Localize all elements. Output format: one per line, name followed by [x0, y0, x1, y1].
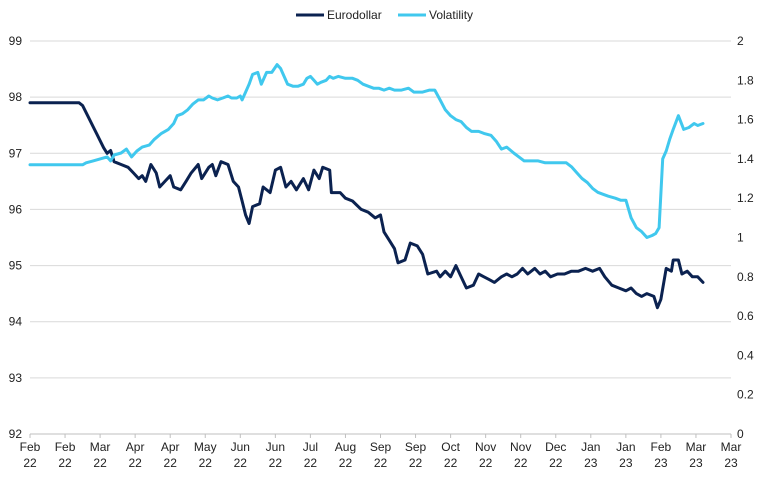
- gridlines: [30, 40, 731, 435]
- x-tick-label-month: Dec: [545, 440, 566, 454]
- y-right-tick-label: 0: [737, 427, 744, 441]
- x-tick-label-year: 22: [234, 456, 248, 470]
- series-line-eurodollar: [28, 101, 705, 310]
- x-tick-label-month: Aug: [335, 440, 356, 454]
- series-line-volatility: [28, 63, 705, 239]
- x-tick-label-year: 22: [514, 456, 528, 470]
- y-right-tick-label: 1: [737, 231, 744, 245]
- legend: Eurodollar Volatility: [296, 8, 473, 22]
- y-right-tick-label: 2: [737, 34, 744, 48]
- x-tick-label-year: 22: [164, 456, 178, 470]
- x-tick-label-year: 22: [199, 456, 213, 470]
- x-tick-label-year: 22: [58, 456, 72, 470]
- x-tick-label-month: Feb: [20, 440, 41, 454]
- x-tick-label-year: 22: [269, 456, 283, 470]
- x-tick-label-year: 23: [689, 456, 703, 470]
- y-right-tick-label: 0.8: [737, 270, 754, 284]
- x-tick-label-year: 23: [584, 456, 598, 470]
- x-tick-label-year: 23: [654, 456, 668, 470]
- x-tick-label-year: 23: [619, 456, 633, 470]
- x-tick-label-year: 22: [409, 456, 423, 470]
- y-right-tick-label: 0.2: [737, 388, 754, 402]
- x-tick-label-year: 22: [374, 456, 388, 470]
- y-right-tick-label: 1.2: [737, 191, 754, 205]
- x-tick-label-month: Sep: [405, 440, 427, 454]
- x-tick-label-month: Feb: [651, 440, 672, 454]
- x-tick-label-year: 22: [444, 456, 458, 470]
- x-tick-label-month: Oct: [441, 440, 460, 454]
- y-left-tick-label: 98: [9, 90, 23, 104]
- legend-label-eurodollar: Eurodollar: [327, 8, 382, 22]
- x-tick-label-month: Jun: [231, 440, 250, 454]
- y-right-tick-label: 1.8: [737, 73, 754, 87]
- x-tick-label-month: Nov: [475, 440, 496, 454]
- x-tick-label-month: Apr: [126, 440, 145, 454]
- y-left-tick-label: 97: [9, 146, 23, 160]
- y-left-tick-label: 96: [9, 202, 23, 216]
- x-tick-label-year: 22: [339, 456, 353, 470]
- x-tick-label-month: Sep: [370, 440, 392, 454]
- x-tick-label-month: Nov: [510, 440, 531, 454]
- x-tick-label-month: Mar: [721, 440, 742, 454]
- x-tick-label-month: Jun: [266, 440, 285, 454]
- y-left-tick-label: 93: [9, 371, 23, 385]
- x-tick-label-year: 22: [23, 456, 37, 470]
- y-right-tick-label: 0.4: [737, 348, 754, 362]
- x-tick-label-year: 22: [128, 456, 142, 470]
- right-y-axis: 0 0.2 0.4 0.6 0.8 1 1.2 1.4 1.6 1.8 2: [737, 34, 754, 441]
- y-left-tick-label: 95: [9, 259, 23, 273]
- x-tick-label-month: Mar: [686, 440, 707, 454]
- plot-area: [28, 63, 705, 310]
- y-right-tick-label: 1.4: [737, 152, 754, 166]
- x-tick-label-year: 22: [304, 456, 318, 470]
- x-tick-label-year: 22: [549, 456, 563, 470]
- x-tick-label-month: Mar: [90, 440, 111, 454]
- x-tick-label-month: Apr: [161, 440, 180, 454]
- y-left-tick-label: 92: [9, 427, 23, 441]
- y-left-tick-label: 94: [9, 315, 23, 329]
- x-tick-label-month: May: [194, 440, 217, 454]
- legend-label-volatility: Volatility: [429, 8, 473, 22]
- x-axis: Feb 22 Feb 22 Mar 22 Apr 22 Apr 22 May 22 Jun 22 Jun 22…: [20, 433, 742, 470]
- x-tick-label-month: Jan: [616, 440, 635, 454]
- x-tick-label-month: Jan: [581, 440, 600, 454]
- x-tick-label-month: Feb: [55, 440, 76, 454]
- y-left-tick-label: 99: [9, 34, 23, 48]
- x-tick-label-year: 22: [93, 456, 107, 470]
- x-tick-label-month: Jul: [303, 440, 318, 454]
- left-y-axis: 92 93 94 95 96 97 98 99: [9, 34, 23, 441]
- y-right-tick-label: 0.6: [737, 309, 754, 323]
- x-tick-label-year: 22: [479, 456, 493, 470]
- x-tick-label-year: 23: [724, 456, 738, 470]
- y-right-tick-label: 1.6: [737, 113, 754, 127]
